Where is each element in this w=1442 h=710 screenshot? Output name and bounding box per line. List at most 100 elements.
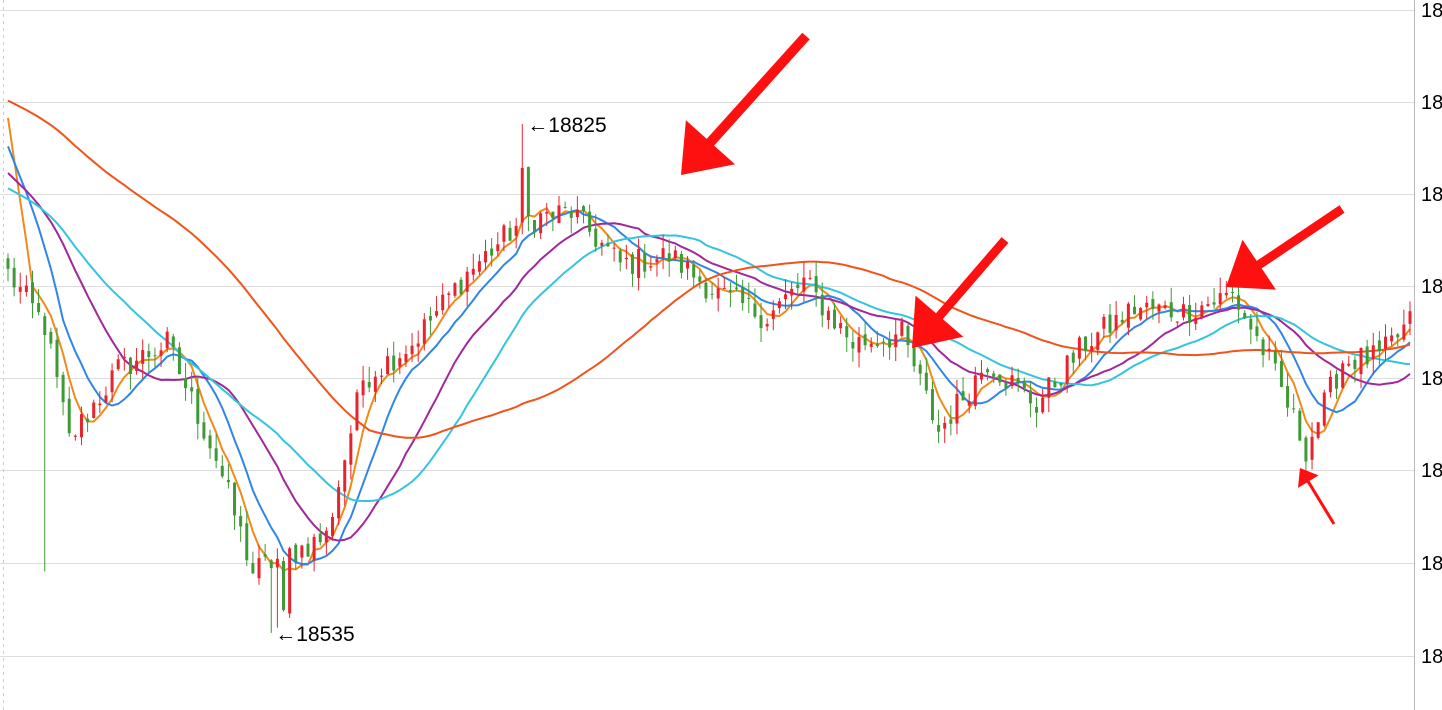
candle-body — [526, 167, 530, 217]
candle — [826, 306, 830, 330]
candle-body — [1200, 305, 1204, 318]
candle — [1035, 397, 1039, 428]
candle — [379, 368, 383, 385]
candle — [349, 425, 353, 480]
candle-body — [826, 310, 830, 320]
candle-body — [612, 247, 616, 249]
candle — [686, 255, 690, 280]
y-tick-label: 18 — [1421, 184, 1442, 206]
candle-body — [643, 252, 647, 272]
candle-body — [128, 357, 132, 375]
candle — [1377, 331, 1381, 366]
candle — [269, 559, 273, 633]
candle — [1371, 332, 1375, 375]
candle-body — [343, 460, 347, 492]
candle-body — [159, 350, 163, 356]
candle — [190, 371, 194, 404]
candle-body — [1316, 422, 1320, 438]
candle-body — [833, 309, 837, 329]
candle-body — [790, 288, 794, 296]
candle — [1114, 300, 1118, 339]
candle-body — [986, 369, 990, 373]
candle — [875, 331, 879, 348]
candle-body — [796, 284, 800, 289]
candle-body — [386, 356, 390, 375]
candle-body — [1059, 383, 1063, 386]
candle-body — [955, 393, 959, 424]
candle-body — [55, 339, 59, 378]
candle — [808, 270, 812, 281]
candle — [61, 371, 65, 416]
candle — [435, 295, 439, 318]
candle — [533, 219, 537, 238]
candle — [777, 298, 781, 314]
candle-body — [416, 343, 420, 347]
candle — [759, 302, 763, 343]
candle-body — [12, 267, 16, 288]
candle-body — [122, 356, 126, 359]
candle — [453, 282, 457, 299]
candle-body — [1224, 292, 1228, 296]
candle — [986, 367, 990, 381]
candle — [1384, 324, 1388, 362]
candle — [979, 360, 983, 384]
candle — [833, 302, 837, 330]
candle — [459, 277, 463, 295]
candle-body — [208, 435, 212, 449]
price-axis: 18 18 18 18 18 18 18 18 — [3, 0, 1442, 710]
candle-body — [979, 372, 983, 380]
candle — [998, 374, 1002, 387]
candle — [1353, 356, 1357, 383]
candle-body — [539, 213, 543, 234]
candle-body — [1096, 332, 1100, 350]
candle-body — [1175, 321, 1179, 323]
candle — [257, 544, 261, 585]
candle-body — [759, 315, 763, 329]
candle-body — [630, 254, 634, 274]
candles — [6, 124, 1412, 633]
candle-body — [43, 316, 47, 336]
moving-average-lines — [7, 99, 1411, 572]
candle-body — [502, 225, 506, 242]
candle-body — [1010, 375, 1014, 387]
candle-body — [1077, 337, 1081, 359]
candle — [973, 366, 977, 410]
candle-body — [912, 347, 916, 367]
candle-body — [869, 343, 873, 347]
candle — [86, 413, 90, 433]
candle-body — [18, 287, 22, 292]
candle-body — [1169, 302, 1173, 318]
candle-body — [722, 287, 726, 289]
candle — [918, 360, 922, 386]
candle — [37, 288, 41, 316]
candle-body — [226, 479, 230, 483]
candle — [398, 352, 402, 375]
candle — [539, 211, 543, 240]
candle — [24, 275, 28, 297]
candle-body — [863, 334, 867, 346]
candle-body — [1181, 304, 1185, 318]
candle-body — [875, 344, 879, 347]
candle — [1255, 311, 1259, 342]
candle — [337, 480, 341, 525]
candle — [655, 254, 659, 277]
candle — [392, 341, 396, 383]
candle-body — [784, 294, 788, 300]
candle-body — [973, 375, 977, 406]
candle — [1286, 373, 1290, 417]
candle-body — [992, 373, 996, 377]
candle-body — [735, 287, 739, 289]
candle — [1243, 310, 1247, 320]
candle — [288, 546, 292, 618]
candle — [484, 239, 488, 270]
candle — [1408, 301, 1412, 336]
candle — [1304, 435, 1308, 474]
candle-body — [661, 248, 665, 258]
candle-body — [214, 448, 218, 461]
candle — [581, 205, 585, 224]
candle-body — [1004, 382, 1008, 388]
candle-body — [324, 530, 328, 543]
candle — [692, 260, 696, 288]
candle — [1096, 331, 1100, 356]
